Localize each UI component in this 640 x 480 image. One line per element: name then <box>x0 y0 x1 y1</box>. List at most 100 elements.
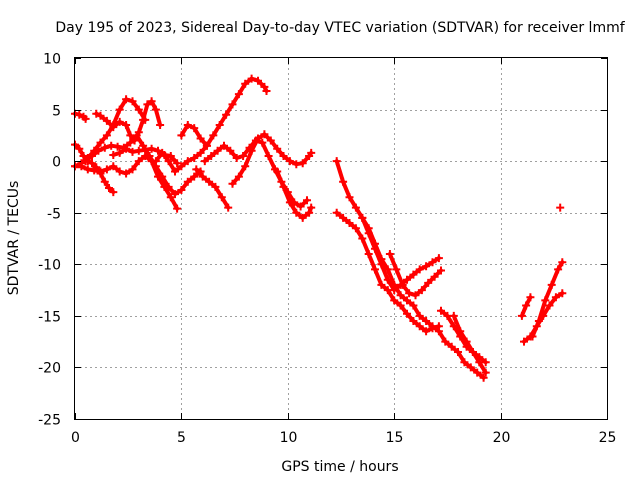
data-point-marker <box>190 154 199 162</box>
data-point-marker <box>285 198 294 207</box>
data-point-marker <box>81 157 90 166</box>
data-point-marker <box>122 169 131 178</box>
data-point-marker <box>122 144 131 153</box>
data-point-marker <box>285 157 294 166</box>
data-point-marker <box>260 82 269 91</box>
data-point-marker <box>371 265 379 274</box>
data-point-marker <box>92 109 101 118</box>
series-arc-20 <box>517 293 535 320</box>
label-layer: 0 5 10 15 20 25 -25 -20 -15 -10 -5 0 5 10 <box>38 52 616 447</box>
data-point-marker <box>211 182 220 191</box>
data-point-marker <box>556 203 565 212</box>
y-tick-label: 5 <box>52 104 61 120</box>
data-point-marker <box>434 254 443 263</box>
data-point-marker <box>166 152 175 160</box>
data-point-marker <box>75 110 84 119</box>
data-point-marker <box>115 148 124 157</box>
data-point-marker <box>217 193 226 202</box>
data-point-marker <box>254 134 262 143</box>
data-point-marker <box>192 165 201 174</box>
data-point-marker <box>241 162 250 171</box>
data-point-marker <box>437 306 445 315</box>
data-point-marker <box>456 327 465 336</box>
data-point-marker <box>183 121 192 129</box>
data-point-marker <box>109 151 118 159</box>
data-point-marker <box>475 353 484 362</box>
x-tick-label: 10 <box>280 430 298 446</box>
data-point-marker <box>171 167 179 176</box>
data-point-marker <box>383 275 392 284</box>
data-point-marker <box>213 146 222 155</box>
data-point-marker <box>422 327 431 336</box>
data-point-marker <box>437 266 445 275</box>
series-track <box>334 159 486 380</box>
data-point-marker <box>166 193 175 202</box>
data-point-marker <box>403 296 411 305</box>
data-point-marker <box>339 213 348 222</box>
data-point-marker <box>424 278 433 287</box>
data-point-marker <box>105 184 113 192</box>
data-point-marker <box>258 138 267 147</box>
series-arc-23 <box>556 203 565 212</box>
data-point-marker <box>371 244 379 253</box>
data-point-marker <box>377 260 386 269</box>
y-tick-label: -5 <box>47 207 61 223</box>
chart-title: Day 195 of 2023, Sidereal Day-to-day VTE… <box>55 20 625 36</box>
data-point-marker <box>545 301 554 310</box>
series-track <box>73 142 116 195</box>
data-point-marker <box>158 148 167 157</box>
data-point-marker <box>115 167 124 176</box>
data-point-marker <box>241 79 250 88</box>
data-point-marker <box>358 234 367 243</box>
data-point-marker <box>173 204 182 213</box>
data-point-marker <box>202 141 211 150</box>
y-tick-label: 10 <box>43 52 61 68</box>
data-point-marker <box>128 147 137 156</box>
data-point-marker <box>358 213 367 222</box>
data-point-marker <box>234 172 243 181</box>
data-point-marker <box>273 167 282 176</box>
data-point-marker <box>405 289 414 298</box>
data-point-marker <box>247 146 256 155</box>
data-point-marker <box>434 322 443 331</box>
data-point-marker <box>79 152 88 160</box>
data-point-marker <box>279 182 288 191</box>
data-point-marker <box>177 186 186 194</box>
data-point-marker <box>102 165 111 174</box>
data-point-marker <box>526 293 535 302</box>
data-point-marker <box>377 280 386 289</box>
data-point-marker <box>254 76 262 85</box>
data-point-marker <box>547 280 556 289</box>
data-point-marker <box>332 157 341 166</box>
data-point-marker <box>292 208 301 217</box>
data-point-marker <box>409 317 418 325</box>
y-tick-label: -20 <box>38 361 61 377</box>
data-point-marker <box>228 179 237 188</box>
series-arc-2 <box>71 109 90 123</box>
data-point-marker <box>554 265 563 274</box>
y-tick-label: -10 <box>38 258 61 274</box>
data-point-marker <box>147 144 156 153</box>
data-point-marker <box>351 203 360 212</box>
data-point-marker <box>262 87 271 95</box>
data-point-marker <box>75 144 84 153</box>
data-point-marker <box>481 358 490 367</box>
data-point-marker <box>109 121 118 129</box>
data-point-marker <box>126 138 135 147</box>
data-point-marker <box>115 105 124 114</box>
series-arc-12 <box>228 130 316 188</box>
series-arc-9 <box>177 121 211 150</box>
series-arc-14 <box>332 157 488 382</box>
x-axis-title: GPS time / hours <box>281 459 398 475</box>
data-point-marker <box>273 144 282 153</box>
data-point-marker <box>481 368 490 377</box>
x-tick-label: 25 <box>599 430 617 446</box>
data-point-marker <box>222 110 231 119</box>
data-point-marker <box>454 348 462 356</box>
data-point-marker <box>351 224 360 233</box>
data-point-marker <box>173 159 182 168</box>
data-point-marker <box>468 348 477 356</box>
data-point-marker <box>215 121 224 129</box>
